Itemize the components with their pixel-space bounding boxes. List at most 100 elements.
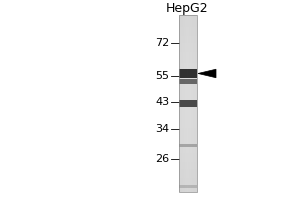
Bar [186,15,187,192]
Polygon shape [198,69,216,78]
Bar [178,55,196,57]
Bar [181,15,182,192]
Bar [178,45,196,47]
Bar [178,178,196,180]
Bar [178,125,196,127]
Bar [178,75,196,77]
Bar [178,93,196,95]
Bar [178,134,196,135]
Bar [182,15,183,192]
Bar [178,54,196,55]
Bar [178,148,196,150]
Bar [184,15,185,192]
Bar [178,22,196,23]
Bar [178,123,196,125]
Bar [178,89,196,91]
Bar [178,180,196,182]
Bar [178,118,196,119]
Bar [178,146,196,148]
Bar [178,116,196,118]
Bar [178,107,196,109]
Bar [178,95,196,96]
Bar [178,43,196,45]
Bar [178,182,196,183]
Bar [178,100,196,102]
Bar [178,71,196,73]
Bar [178,98,196,100]
Bar [178,16,196,18]
Bar [183,15,184,192]
Bar [178,143,196,144]
Bar [178,137,196,139]
Bar [190,15,191,192]
Bar [178,18,196,20]
Bar [178,70,196,71]
Bar [178,77,196,79]
Bar [178,61,196,63]
Bar [178,73,196,75]
Bar [178,157,196,159]
Text: 72: 72 [155,38,170,48]
Bar [178,52,196,54]
Bar [178,121,196,123]
Bar [178,162,196,164]
Bar [185,15,186,192]
Bar [178,130,196,132]
Bar [188,15,189,192]
Bar [178,15,179,192]
Bar [178,144,196,147]
Bar [196,15,197,192]
Bar [178,144,196,146]
Bar [178,27,196,29]
Bar [194,15,195,192]
Bar [178,173,196,175]
Bar [178,29,196,31]
Bar [178,112,196,114]
Bar [178,63,196,64]
Bar [187,15,188,192]
Bar [178,32,196,34]
Bar [178,50,196,52]
Bar [178,159,196,160]
Bar [191,15,192,192]
Bar [178,91,196,93]
Bar [178,139,196,141]
Bar [178,80,196,82]
Bar [178,84,196,86]
Bar [178,150,196,151]
Bar [178,160,196,162]
Bar [178,128,196,130]
Bar [178,169,196,171]
Bar [178,15,196,16]
Bar [178,109,196,111]
Bar [178,114,196,116]
Bar [178,59,196,61]
Bar [178,57,196,59]
Bar [178,183,196,185]
Bar [178,15,196,192]
Bar [178,96,196,98]
Bar [195,15,196,192]
Bar [178,82,196,84]
Bar [178,171,196,173]
Bar [178,68,196,70]
Bar [178,86,196,87]
Text: 55: 55 [155,71,170,81]
Bar [178,38,196,39]
Bar [178,34,196,36]
Bar [178,66,196,68]
Bar [178,135,196,137]
Bar [189,15,190,192]
Bar [178,111,196,112]
Bar [192,15,193,192]
Bar [178,141,196,143]
Bar [178,190,196,192]
Bar [178,132,196,134]
Bar [178,79,196,84]
Text: 26: 26 [155,154,170,164]
Bar [179,15,180,192]
Text: 43: 43 [155,97,170,107]
Bar [178,187,196,189]
Bar [178,151,196,153]
Bar [178,87,196,89]
